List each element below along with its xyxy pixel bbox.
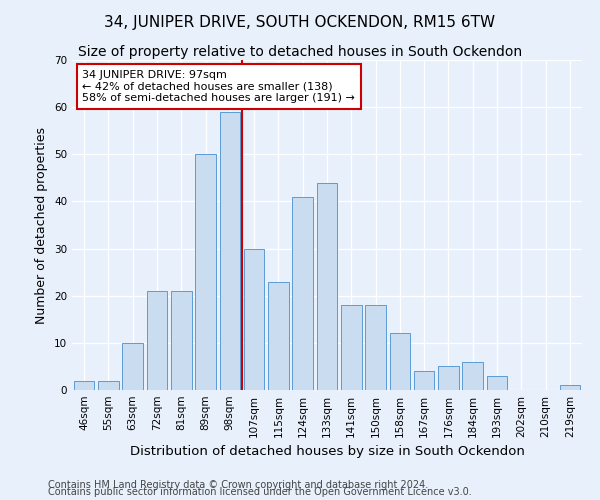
Text: Size of property relative to detached houses in South Ockendon: Size of property relative to detached ho… (78, 45, 522, 59)
Y-axis label: Number of detached properties: Number of detached properties (35, 126, 49, 324)
Text: Contains HM Land Registry data © Crown copyright and database right 2024.: Contains HM Land Registry data © Crown c… (48, 480, 428, 490)
Bar (365, 305, 386, 390)
Bar (414, 371, 434, 390)
Bar (389, 334, 410, 390)
Bar (438, 366, 459, 390)
Bar (560, 386, 580, 390)
Bar (292, 196, 313, 390)
Bar (171, 291, 191, 390)
Bar (98, 380, 119, 390)
Bar (74, 380, 94, 390)
Bar (487, 376, 508, 390)
Bar (341, 305, 362, 390)
Bar (268, 282, 289, 390)
Bar (122, 343, 143, 390)
Bar (220, 112, 240, 390)
Bar (195, 154, 216, 390)
Bar (463, 362, 483, 390)
Bar (146, 291, 167, 390)
Text: 34 JUNIPER DRIVE: 97sqm
← 42% of detached houses are smaller (138)
58% of semi-d: 34 JUNIPER DRIVE: 97sqm ← 42% of detache… (82, 70, 355, 103)
Bar (317, 182, 337, 390)
Text: 34, JUNIPER DRIVE, SOUTH OCKENDON, RM15 6TW: 34, JUNIPER DRIVE, SOUTH OCKENDON, RM15 … (104, 15, 496, 30)
Bar (244, 248, 265, 390)
Text: Contains public sector information licensed under the Open Government Licence v3: Contains public sector information licen… (48, 487, 472, 497)
X-axis label: Distribution of detached houses by size in South Ockendon: Distribution of detached houses by size … (130, 446, 524, 458)
